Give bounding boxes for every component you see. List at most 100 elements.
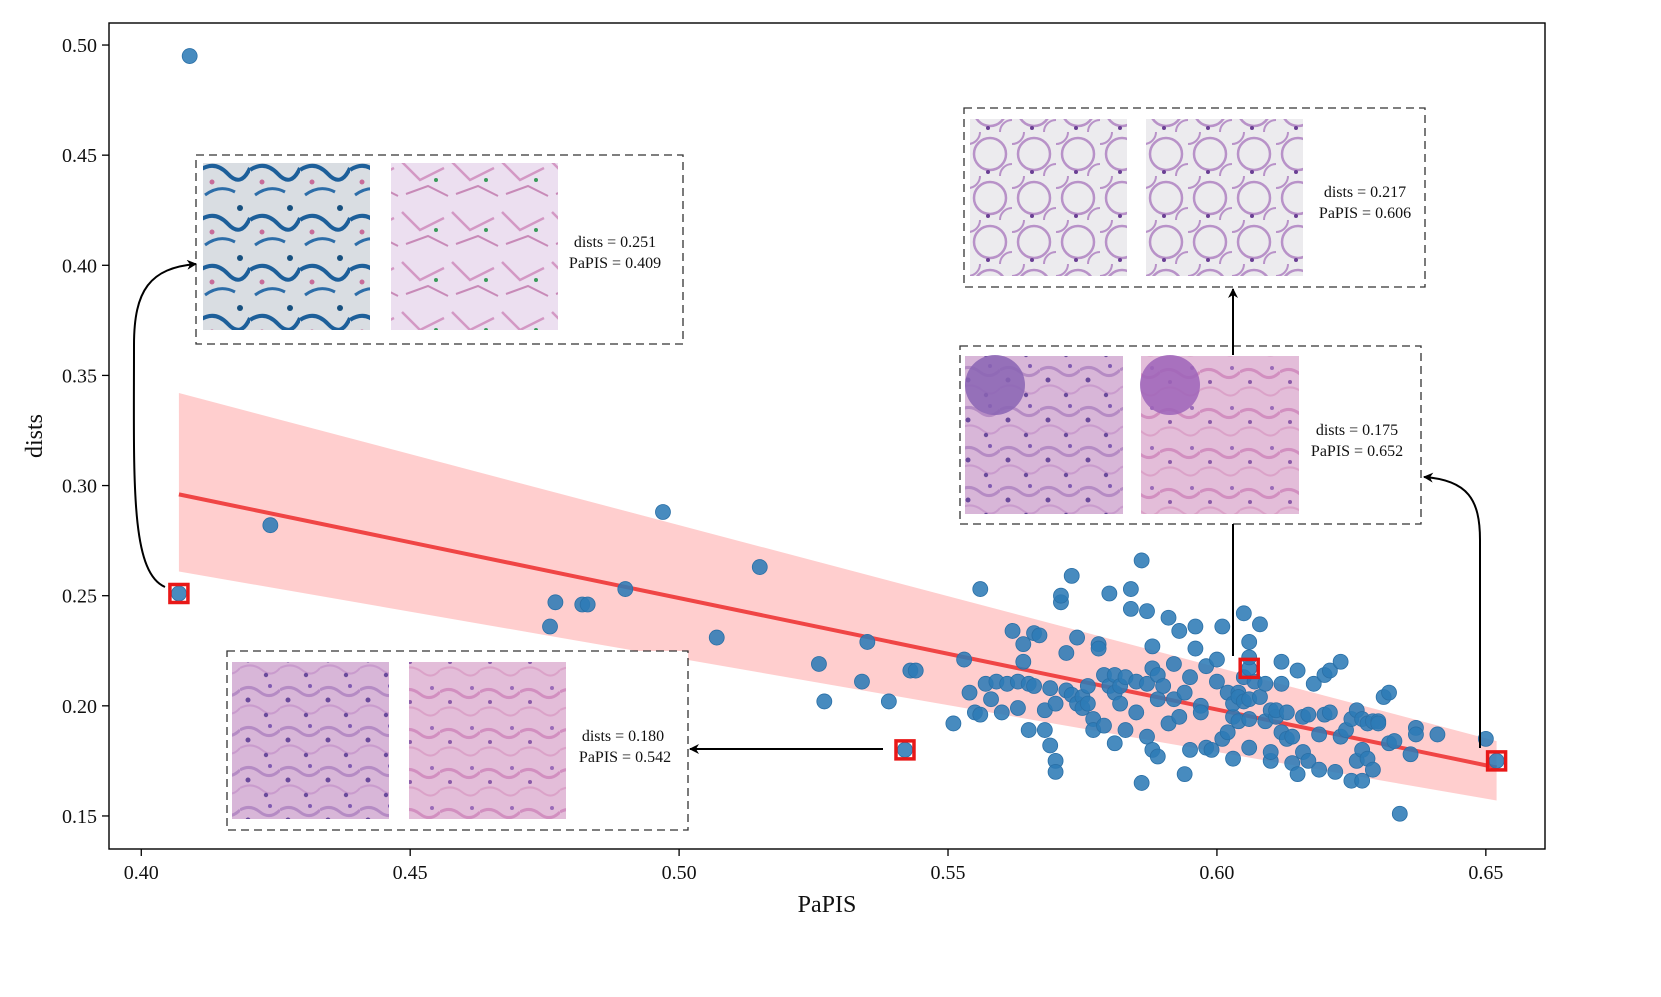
scatter-point — [1402, 746, 1419, 763]
scatter-point — [972, 581, 989, 597]
scatter-point — [1429, 726, 1446, 743]
scatter-point — [1004, 623, 1021, 639]
scatter-point — [945, 715, 962, 732]
scatter-point — [1047, 764, 1064, 780]
tissue-image-original — [970, 119, 1127, 276]
scatter-point — [1165, 656, 1182, 672]
scatter-point — [1171, 708, 1188, 725]
scatter-point — [1241, 739, 1258, 756]
highlight-marker — [1238, 657, 1260, 680]
scatter-point — [1101, 585, 1118, 602]
scatter-point — [1488, 752, 1505, 769]
x-tick-label: 0.45 — [393, 862, 428, 884]
scatter-point — [907, 662, 924, 679]
scatter-point — [854, 673, 870, 690]
scatter-point — [1128, 704, 1145, 721]
scatter-point — [1149, 691, 1166, 708]
scatter-point — [1133, 552, 1150, 569]
scatter-point — [1273, 653, 1290, 670]
scatter-point — [1391, 805, 1408, 822]
scatter-point — [1321, 704, 1338, 721]
scatter-point — [1332, 653, 1349, 670]
tissue-image-original — [232, 662, 389, 819]
y-tick-label: 0.15 — [62, 806, 97, 828]
scatter-point — [993, 704, 1010, 721]
scatter-point — [1155, 678, 1172, 694]
scatter-point — [1160, 609, 1177, 626]
scatter-point — [1047, 695, 1064, 712]
scatter-point — [542, 618, 558, 635]
scatter-point — [1209, 673, 1225, 690]
scatter-point — [1015, 653, 1032, 670]
scatter-point — [1053, 587, 1069, 604]
x-tick-label: 0.40 — [124, 862, 159, 884]
tissue-image-processed — [409, 662, 566, 819]
annotation-dists: dists = 0.175 — [1316, 422, 1398, 439]
scatter-point — [579, 596, 596, 613]
y-tick-label: 0.20 — [62, 696, 97, 718]
scatter-point — [1069, 629, 1085, 646]
scatter-point — [811, 656, 827, 672]
scatter-point — [961, 684, 978, 701]
scatter-point — [1090, 640, 1107, 657]
y-tick-label: 0.45 — [62, 145, 97, 167]
scatter-point — [1122, 581, 1139, 597]
scatter-point — [956, 651, 973, 668]
scatter-point — [1327, 764, 1344, 780]
annotation-box-3: dists = 0.217 PaPIS = 0.606 — [963, 107, 1426, 288]
scatter-point — [655, 504, 671, 520]
scatter-point — [1284, 728, 1301, 745]
scatter-point — [1144, 638, 1161, 655]
annotation-box-4: dists = 0.175 PaPIS = 0.652 — [959, 345, 1422, 525]
x-axis-ticks: 0.40 0.45 0.50 0.55 0.60 0.65 — [124, 849, 1503, 884]
scatter-point — [1139, 728, 1155, 745]
annotation-papis: PaPIS = 0.606 — [1319, 205, 1411, 222]
scatter-point — [1289, 766, 1306, 783]
scatter-point — [1477, 730, 1494, 747]
scatter-point — [1139, 603, 1155, 620]
highlight-marker — [1485, 750, 1508, 772]
scatter-point — [1182, 669, 1198, 686]
highlighted-points — [168, 582, 1508, 772]
scatter-point — [816, 693, 833, 710]
y-tick-label: 0.30 — [62, 476, 97, 498]
y-tick-label: 0.35 — [62, 365, 97, 387]
scatter-point — [972, 706, 989, 723]
scatter-point — [1187, 618, 1204, 635]
tissue-image-processed — [391, 163, 558, 330]
scatter-point — [1139, 675, 1155, 692]
scatter-point — [1209, 651, 1225, 668]
x-tick-label: 0.60 — [1199, 862, 1234, 884]
scatter-point — [1311, 726, 1328, 743]
scatter-point — [1321, 662, 1338, 679]
annotation-box-1: dists = 0.251 PaPIS = 0.409 — [195, 154, 684, 345]
scatter-points — [171, 48, 1505, 822]
scatter-point — [1096, 717, 1112, 734]
scatter-point — [1262, 744, 1279, 760]
y-tick-label: 0.50 — [62, 35, 97, 57]
scatter-point — [1042, 737, 1059, 754]
scatter-point — [1257, 675, 1274, 692]
scatter-point — [1031, 627, 1048, 644]
scatter-point — [1370, 715, 1387, 732]
scatter-point — [1010, 700, 1026, 716]
scatter-point — [1241, 634, 1258, 650]
scatter-point — [1252, 616, 1268, 633]
y-axis-label: dists — [22, 414, 48, 458]
scatter-point — [1252, 689, 1268, 705]
scatter-point — [1079, 695, 1096, 712]
scatter-point — [1192, 704, 1209, 721]
scatter-point — [983, 691, 999, 708]
scatter-point — [1241, 649, 1258, 666]
highlight-marker — [894, 739, 916, 761]
scatter-point — [1300, 752, 1317, 769]
tissue-image-original — [203, 163, 370, 330]
scatter-point — [547, 594, 564, 611]
annotation-papis: PaPIS = 0.542 — [579, 749, 671, 766]
scatter-point — [880, 693, 897, 710]
y-axis-ticks: 0.15 0.20 0.25 0.30 0.35 0.40 0.45 0.50 — [62, 35, 109, 828]
scatter-point — [1171, 623, 1188, 639]
x-tick-label: 0.55 — [931, 862, 966, 884]
scatter-point — [1149, 748, 1166, 765]
scatter-point — [1219, 724, 1236, 741]
